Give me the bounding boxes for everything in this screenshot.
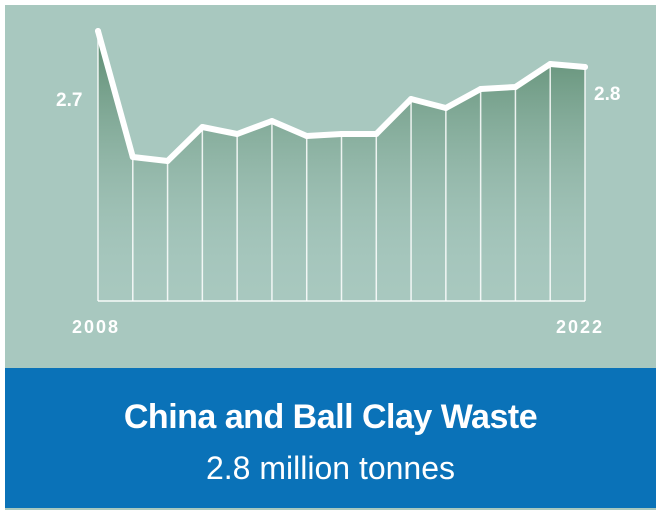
data-point-2009	[129, 154, 136, 160]
data-point-2012	[234, 131, 241, 137]
chart-subtitle: 2.8 million tonnes	[205, 450, 456, 486]
x-tick-label-start: 2008	[72, 317, 120, 337]
data-point-2019	[477, 86, 484, 92]
data-point-2021	[547, 61, 554, 67]
data-point-2018	[442, 105, 449, 111]
data-point-2014	[303, 133, 310, 139]
data-point-2011	[199, 124, 206, 130]
data-point-2008	[95, 28, 101, 34]
data-point-2013	[268, 118, 275, 124]
end-value-label: 2.8	[594, 84, 620, 105]
data-point-2020	[512, 84, 519, 90]
data-point-2010	[164, 158, 171, 164]
data-point-2022	[582, 64, 588, 70]
title-banner: China and Ball Clay Waste 2.8 million to…	[5, 368, 656, 508]
data-point-2015	[338, 131, 345, 137]
data-point-2016	[373, 131, 380, 137]
start-value-label: 2.7	[56, 90, 82, 111]
chart-title: China and Ball Clay Waste	[123, 398, 538, 436]
area-chart: 2.7 2.8 2008 2022	[56, 28, 620, 337]
data-point-2017	[408, 96, 415, 102]
x-tick-label-end: 2022	[556, 317, 604, 337]
